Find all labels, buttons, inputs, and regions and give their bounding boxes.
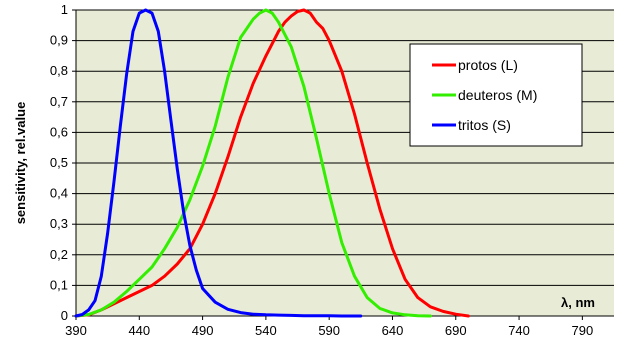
y-tick-label: 0,6	[50, 124, 68, 139]
y-tick-label: 1	[61, 2, 68, 17]
y-tick-label: 0,4	[50, 186, 68, 201]
y-tick-label: 0,7	[50, 94, 68, 109]
series-line	[74, 8, 363, 318]
x-tick-label: 690	[445, 323, 467, 338]
series-line	[74, 8, 432, 318]
y-tick-label: 0	[61, 308, 68, 323]
series-line	[74, 8, 470, 318]
x-axis-ticks: 390 440 490 540 590 640 690 740 790	[65, 316, 593, 338]
x-tick-label: 440	[128, 323, 150, 338]
x-tick-label: 590	[318, 323, 340, 338]
x-tick-label: 540	[255, 323, 277, 338]
y-axis-label: sensitivity, rel.value	[13, 102, 28, 225]
x-tick-label: 790	[572, 323, 594, 338]
y-tick-label: 0,1	[50, 277, 68, 292]
x-tick-label: 740	[508, 323, 530, 338]
x-tick-label: 640	[382, 323, 404, 338]
x-tick-label: 490	[192, 323, 214, 338]
legend-label: protos (L)	[458, 57, 518, 73]
x-axis-unit-label: λ, nm	[561, 295, 595, 310]
y-tick-label: 0,9	[50, 33, 68, 48]
legend-label: tritos (S)	[458, 117, 511, 133]
x-tick-label: 390	[65, 323, 87, 338]
legend: protos (L) deuteros (M) tritos (S)	[409, 43, 583, 147]
y-tick-label: 0,5	[50, 155, 68, 170]
y-tick-label: 0,2	[50, 247, 68, 262]
y-axis-ticks: 0 0,1 0,2 0,3 0,4 0,5 0,6 0,7 0,8 0,9 1	[50, 2, 76, 323]
y-tick-label: 0,8	[50, 63, 68, 78]
y-tick-label: 0,3	[50, 216, 68, 231]
series-lines	[74, 8, 470, 318]
legend-label: deuteros (M)	[458, 87, 537, 103]
